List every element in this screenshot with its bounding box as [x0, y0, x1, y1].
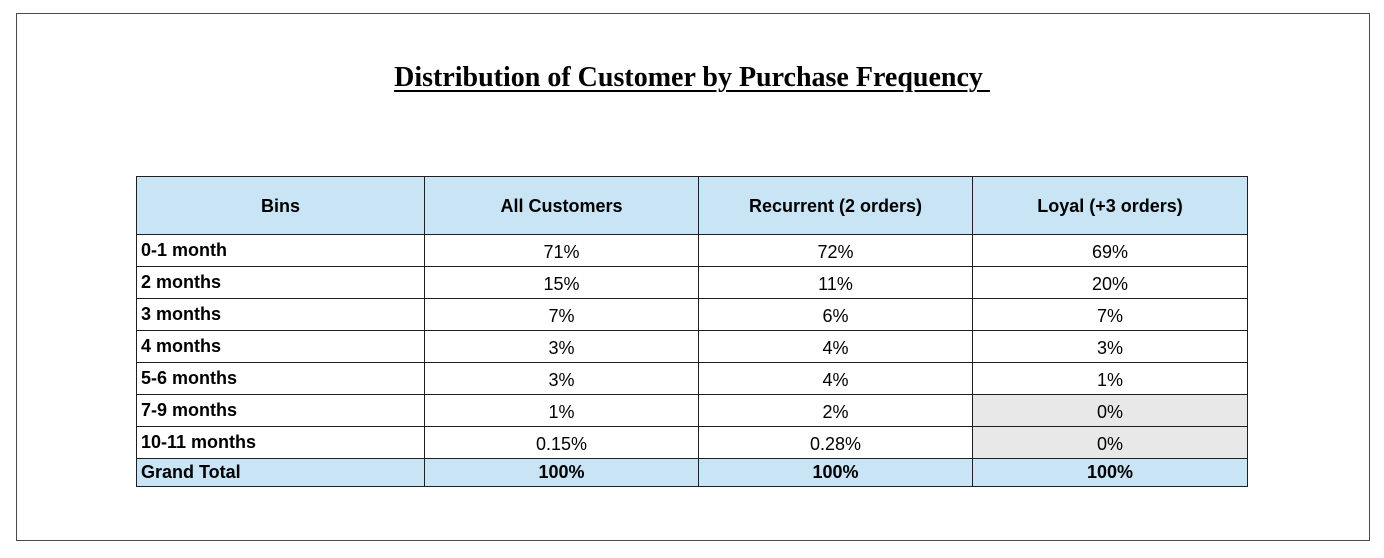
- header-all-customers: All Customers: [424, 176, 699, 235]
- bin-label: 5-6 months: [136, 362, 425, 395]
- bin-label: 2 months: [136, 266, 425, 299]
- header-recurrent: Recurrent (2 orders): [698, 176, 973, 235]
- cell-recurrent: 2%: [698, 394, 973, 427]
- cell-recurrent: 4%: [698, 330, 973, 363]
- cell-recurrent: 4%: [698, 362, 973, 395]
- header-bins: Bins: [136, 176, 425, 235]
- grand-total-label: Grand Total: [136, 458, 425, 487]
- cell-loyal: 20%: [972, 266, 1248, 299]
- cell-all-customers: 7%: [424, 298, 699, 331]
- grand-total-row: Grand Total 100% 100% 100%: [136, 458, 1248, 487]
- cell-recurrent: 72%: [698, 234, 973, 267]
- cell-all-customers: 15%: [424, 266, 699, 299]
- table-header-row: Bins All Customers Recurrent (2 orders) …: [136, 176, 1248, 235]
- cell-loyal: 7%: [972, 298, 1248, 331]
- chart-title: Distribution of Customer by Purchase Fre…: [0, 60, 1384, 96]
- cell-loyal: 1%: [972, 362, 1248, 395]
- cell-all-customers: 1%: [424, 394, 699, 427]
- grand-total-recurrent: 100%: [698, 458, 973, 487]
- table-row: 0-1 month 71% 72% 69%: [136, 234, 1248, 267]
- chart-title-text: Distribution of Customer by Purchase Fre…: [394, 62, 990, 93]
- bin-label: 7-9 months: [136, 394, 425, 427]
- cell-recurrent: 11%: [698, 266, 973, 299]
- cell-all-customers: 3%: [424, 362, 699, 395]
- cell-recurrent: 0.28%: [698, 426, 973, 459]
- table-row: 5-6 months 3% 4% 1%: [136, 362, 1248, 395]
- table-row: 3 months 7% 6% 7%: [136, 298, 1248, 331]
- grand-total-all-customers: 100%: [424, 458, 699, 487]
- cell-loyal: 0%: [972, 394, 1248, 427]
- cell-all-customers: 71%: [424, 234, 699, 267]
- table-row: 4 months 3% 4% 3%: [136, 330, 1248, 363]
- bin-label: 10-11 months: [136, 426, 425, 459]
- cell-loyal: 3%: [972, 330, 1248, 363]
- cell-loyal: 69%: [972, 234, 1248, 267]
- cell-loyal: 0%: [972, 426, 1248, 459]
- cell-recurrent: 6%: [698, 298, 973, 331]
- table-row: 7-9 months 1% 2% 0%: [136, 394, 1248, 427]
- bin-label: 4 months: [136, 330, 425, 363]
- header-loyal: Loyal (+3 orders): [972, 176, 1248, 235]
- bin-label: 0-1 month: [136, 234, 425, 267]
- table-body: 0-1 month 71% 72% 69% 2 months 15% 11% 20% 3 mon…: [136, 234, 1248, 459]
- table-row: 10-11 months 0.15% 0.28% 0%: [136, 426, 1248, 459]
- cell-all-customers: 0.15%: [424, 426, 699, 459]
- frequency-table: Bins All Customers Recurrent (2 orders) …: [136, 176, 1248, 487]
- cell-all-customers: 3%: [424, 330, 699, 363]
- bin-label: 3 months: [136, 298, 425, 331]
- table-row: 2 months 15% 11% 20%: [136, 266, 1248, 299]
- grand-total-loyal: 100%: [972, 458, 1248, 487]
